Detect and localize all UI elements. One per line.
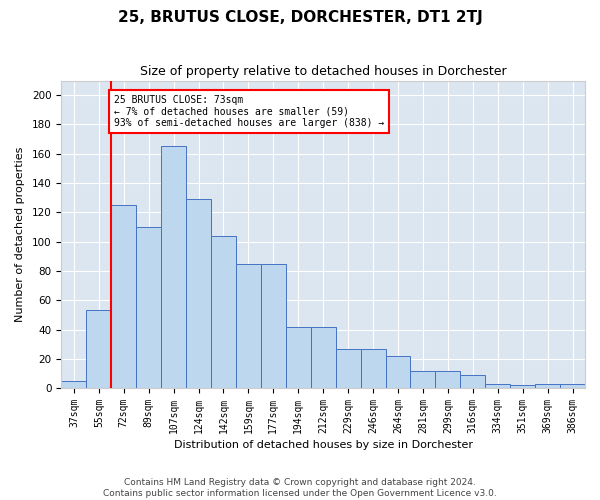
Bar [361, 348, 386, 388]
Text: 25, BRUTUS CLOSE, DORCHESTER, DT1 2TJ: 25, BRUTUS CLOSE, DORCHESTER, DT1 2TJ [118, 10, 482, 25]
Y-axis label: Number of detached properties: Number of detached properties [15, 146, 25, 322]
Bar [161, 146, 186, 388]
Bar [86, 310, 111, 388]
Bar [535, 384, 560, 388]
Bar [436, 370, 460, 388]
Bar [485, 384, 510, 388]
Title: Size of property relative to detached houses in Dorchester: Size of property relative to detached ho… [140, 65, 506, 78]
Bar [261, 264, 286, 388]
Bar [236, 264, 261, 388]
Bar [61, 381, 86, 388]
Bar [211, 236, 236, 388]
Bar [311, 326, 335, 388]
Bar [286, 326, 311, 388]
Text: 25 BRUTUS CLOSE: 73sqm
← 7% of detached houses are smaller (59)
93% of semi-deta: 25 BRUTUS CLOSE: 73sqm ← 7% of detached … [114, 95, 384, 128]
Text: Contains HM Land Registry data © Crown copyright and database right 2024.
Contai: Contains HM Land Registry data © Crown c… [103, 478, 497, 498]
Bar [136, 227, 161, 388]
Bar [186, 199, 211, 388]
X-axis label: Distribution of detached houses by size in Dorchester: Distribution of detached houses by size … [174, 440, 473, 450]
Bar [335, 348, 361, 388]
Bar [510, 385, 535, 388]
Bar [111, 205, 136, 388]
Bar [410, 370, 436, 388]
Bar [386, 356, 410, 388]
Bar [560, 384, 585, 388]
Bar [460, 375, 485, 388]
